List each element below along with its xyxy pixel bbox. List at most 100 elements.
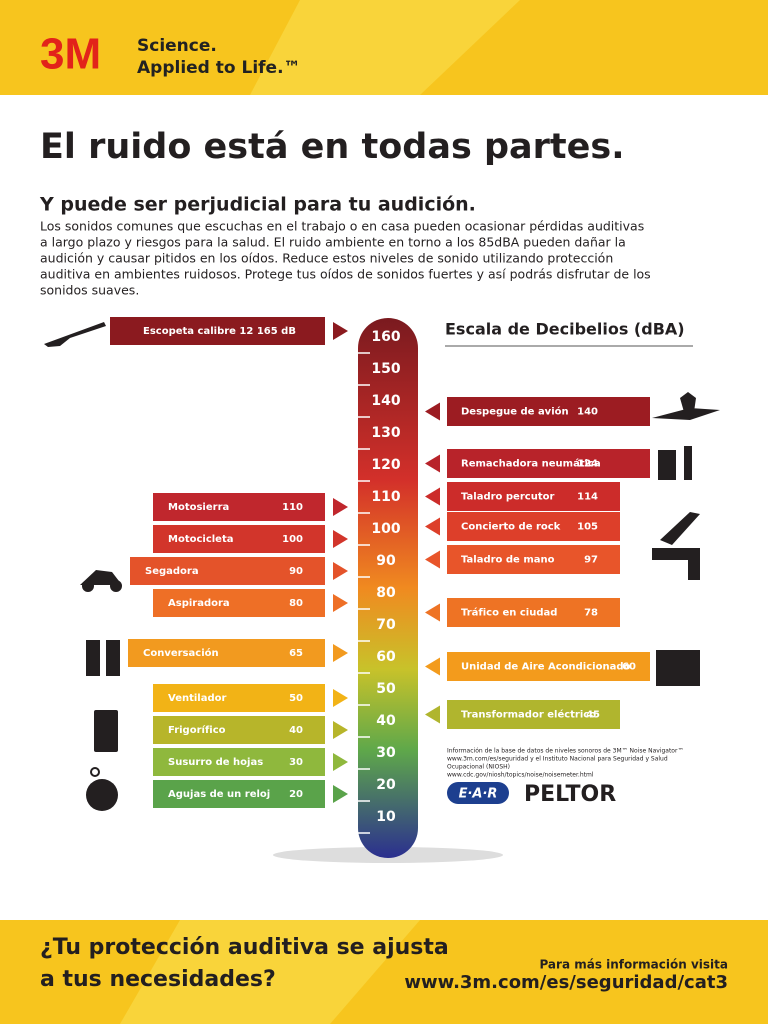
left-bar — [153, 525, 325, 553]
scale-label: 140 — [371, 393, 400, 409]
source-line: Ocupacional (NIOSH) — [447, 764, 510, 771]
item-value: 110 — [282, 502, 303, 513]
scale-label: 20 — [376, 777, 396, 793]
item-label: Motosierra — [168, 502, 229, 513]
body-line: sonidos suaves. — [40, 283, 139, 298]
item-value: 40 — [289, 725, 303, 736]
item-value: 97 — [584, 555, 598, 566]
right-bar — [447, 652, 650, 681]
left-arrow — [333, 594, 348, 612]
left-arrow — [333, 530, 348, 548]
icon-drill — [652, 548, 700, 580]
icon-watch — [86, 779, 118, 811]
ear-logo: E·A·R — [459, 787, 498, 802]
item-label: Ventilador — [168, 693, 227, 704]
body-line: a largo plazo y riesgos para la salud. E… — [40, 235, 626, 250]
item-value: 60 — [622, 662, 636, 673]
item-label: Transformador eléctrico — [461, 709, 596, 721]
left-arrow — [333, 322, 348, 340]
item-label: Concierto de rock — [461, 522, 561, 533]
left-bar — [153, 780, 325, 808]
scale-label: 120 — [371, 457, 400, 473]
thermometer — [358, 318, 418, 858]
item-value: 90 — [289, 566, 303, 577]
item-label: Frigorífico — [168, 724, 226, 736]
left-bar — [153, 716, 325, 744]
scale-title: Escala de Decibelios (dBA) — [445, 320, 685, 339]
left-arrow — [333, 498, 348, 516]
scale-label: 10 — [376, 809, 396, 825]
source-line: www.3m.com/es/seguridad y el Instituto N… — [447, 756, 668, 763]
footer-question: a tus necesidades? — [40, 967, 276, 992]
right-bar — [447, 700, 620, 729]
item-label: Segadora — [145, 566, 199, 577]
item-value: 140 — [577, 407, 598, 418]
scale-label: 90 — [376, 553, 396, 569]
right-arrow — [425, 603, 440, 622]
header-facet — [250, 0, 520, 95]
item-value: 124 — [577, 459, 598, 470]
item-value: 20 — [289, 789, 303, 800]
icon-rivet — [658, 450, 676, 480]
item-label: Motocicleta — [168, 534, 234, 545]
item-value: 80 — [289, 598, 303, 609]
right-bar — [447, 397, 650, 426]
footer-question: ¿Tu protección auditiva se ajusta — [40, 935, 449, 960]
item-label: Remachadora neumática — [461, 458, 601, 470]
source: Información de la base de datos de nivel… — [447, 748, 683, 779]
icon-mower — [82, 580, 94, 592]
right-arrow — [425, 657, 440, 676]
item-value: 100 — [282, 534, 303, 545]
right-bar — [447, 512, 620, 541]
right-arrow — [425, 517, 440, 536]
item-value: 78 — [584, 608, 598, 619]
tagline: Science. — [137, 36, 217, 56]
item-value: 30 — [289, 757, 303, 768]
left-arrow — [333, 644, 348, 662]
icon-mower — [110, 580, 122, 592]
scale-label: 40 — [376, 713, 396, 729]
left-bar — [153, 684, 325, 712]
source-line: www.cdc.gov/niosh/topics/noise/noisemete… — [447, 772, 594, 779]
items: Escopeta calibre 12 165 dB Motosierra 110 M… — [110, 317, 650, 808]
scale-label: 80 — [376, 585, 396, 601]
tagline: Applied to Life.™ — [137, 58, 301, 78]
left-bar — [110, 317, 325, 345]
item-label: Taladro de mano — [461, 555, 555, 566]
right-arrow — [425, 550, 440, 569]
item-value: 105 — [577, 522, 598, 533]
footer-cta: Para más información visita — [539, 958, 728, 972]
icon-plane — [652, 392, 720, 420]
item-label: Tráfico en ciudad — [461, 607, 557, 619]
scale-label: 160 — [371, 329, 400, 345]
peltor-logo: PELTOR — [524, 782, 616, 807]
left-arrow — [333, 721, 348, 739]
scale-label: 30 — [376, 745, 396, 761]
footer-facet — [120, 920, 420, 1024]
body-line: Los sonidos comunes que escuchas en el t… — [40, 219, 644, 234]
scale-label: 60 — [376, 649, 396, 665]
item-label: Susurro de hojas — [168, 757, 263, 768]
icon-gun — [44, 322, 106, 347]
icons — [44, 322, 720, 811]
scale-label: 150 — [371, 361, 400, 377]
item-value: 65 — [289, 648, 303, 659]
scale-label: 70 — [376, 617, 396, 633]
ear-logo-bg — [447, 782, 509, 804]
icon-watch — [90, 767, 100, 777]
body-line: audición y causar pitidos en los oídos. … — [40, 251, 613, 266]
item-label: Aspiradora — [168, 598, 230, 609]
brand-logo: 3M — [40, 30, 101, 79]
left-arrow — [333, 753, 348, 771]
left-arrow — [333, 689, 348, 707]
scale-label: 50 — [376, 681, 396, 697]
subtitle: Y puede ser perjudicial para tu audición… — [39, 194, 476, 216]
icon-person — [106, 640, 120, 676]
body-line: auditiva en ambientes ruidosos. Protege … — [40, 267, 651, 282]
right-bar — [447, 598, 620, 627]
scale-label: 110 — [371, 489, 400, 505]
scale: 160 150 140 130 120 110 100 90 80 70 60 50 40 30 20 10 — [358, 329, 401, 834]
item-label: Escopeta calibre 12 165 dB — [143, 326, 296, 337]
right-arrow — [425, 487, 440, 506]
